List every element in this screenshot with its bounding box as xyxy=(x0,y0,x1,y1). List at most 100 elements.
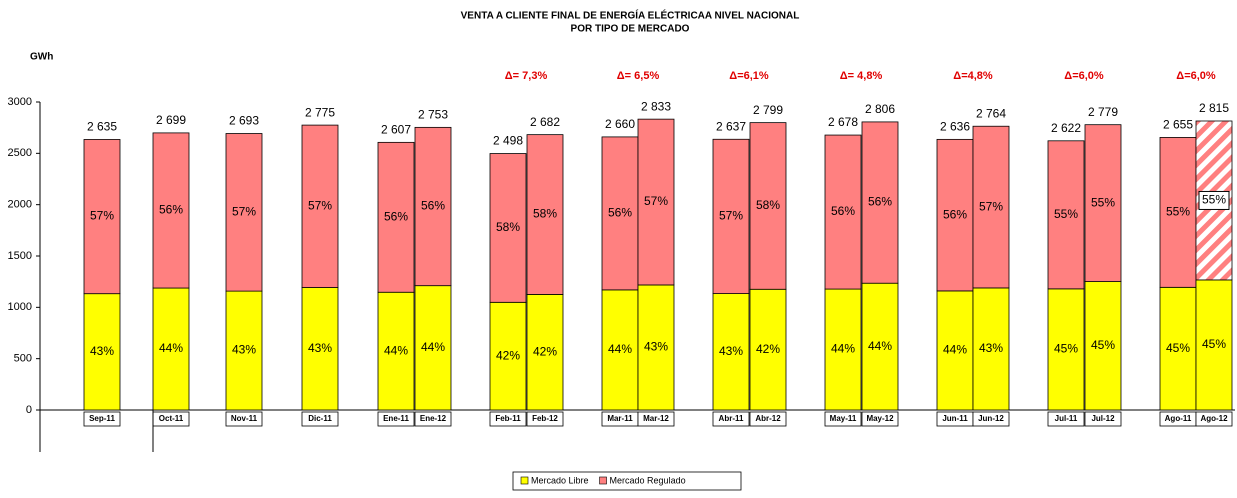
x-tick-label: Nov-11 xyxy=(231,414,258,423)
total-label: 2 682 xyxy=(530,115,560,129)
total-label: 2 607 xyxy=(381,123,411,137)
segment-label: 57% xyxy=(90,209,114,223)
x-tick-label: Jul-12 xyxy=(1091,414,1115,423)
total-label: 2 655 xyxy=(1163,118,1193,132)
category-box xyxy=(824,411,862,427)
bar-segment xyxy=(83,139,121,295)
x-tick-label: Oct-11 xyxy=(159,414,184,423)
bar-segment xyxy=(824,134,862,290)
bar-segment xyxy=(749,122,787,290)
bar-segment xyxy=(1159,137,1197,288)
segment-label: 58% xyxy=(756,198,780,212)
segment-label: 43% xyxy=(232,343,256,357)
bar-segment xyxy=(824,288,862,411)
total-label: 2 636 xyxy=(940,120,970,134)
category-box xyxy=(861,411,899,427)
segment-label: 43% xyxy=(719,344,743,358)
segment-label: 58% xyxy=(496,220,520,234)
y-tick-label: 1000 xyxy=(8,301,32,313)
bar-segment xyxy=(601,289,639,411)
bar-segment xyxy=(301,287,339,411)
total-label: 2 806 xyxy=(865,102,895,116)
y-tick-label: 500 xyxy=(14,353,32,365)
total-label: 2 660 xyxy=(605,117,635,131)
segment-label: 43% xyxy=(644,340,668,354)
bar-segment xyxy=(712,293,750,411)
total-label: 2 764 xyxy=(976,106,1006,120)
category-box xyxy=(377,411,415,427)
bar-segment xyxy=(1084,124,1122,282)
bar-segment xyxy=(83,293,121,411)
annotation: Δ= 6,5% xyxy=(617,70,660,82)
annotation: Δ= 4,8% xyxy=(840,70,883,82)
legend-label: Mercado Regulado xyxy=(610,475,686,485)
bar-segment xyxy=(152,132,190,289)
segment-label: 56% xyxy=(421,199,445,213)
total-label: 2 635 xyxy=(87,120,117,134)
segment-label: 57% xyxy=(232,204,256,218)
legend-label: Mercado Libre xyxy=(531,475,589,485)
segment-label: 44% xyxy=(421,340,445,354)
bar-segment xyxy=(749,288,787,411)
total-label: 2 753 xyxy=(418,108,448,122)
label-box xyxy=(1198,190,1230,210)
segment-label: 57% xyxy=(308,198,332,212)
bar-segment xyxy=(489,153,527,303)
segment-label: 55% xyxy=(1091,195,1115,209)
legend-swatch xyxy=(599,476,607,485)
legend-box xyxy=(512,471,742,491)
total-label: 2 815 xyxy=(1199,101,1229,115)
x-tick-label: May-12 xyxy=(866,414,894,423)
x-tick-label: Abr-12 xyxy=(755,414,781,423)
total-label: 2 622 xyxy=(1051,121,1081,135)
total-label: 2 775 xyxy=(305,105,335,119)
segment-label: 44% xyxy=(831,342,855,356)
y-tick-label: 3000 xyxy=(8,96,32,108)
y-tick-label: 1500 xyxy=(8,250,32,262)
annotation: Δ= 7,3% xyxy=(505,70,548,82)
x-tick-label: Ene-12 xyxy=(420,414,447,423)
bar-segment xyxy=(414,126,452,287)
segment-label: 56% xyxy=(384,209,408,223)
y-tick-label: 2500 xyxy=(8,147,32,159)
bar-segment xyxy=(377,291,415,411)
x-tick-label: Ago-11 xyxy=(1165,414,1192,423)
segment-label: 45% xyxy=(1091,338,1115,352)
segment-label: 42% xyxy=(496,348,520,362)
category-box xyxy=(1195,411,1233,427)
segment-label: 56% xyxy=(943,207,967,221)
segment-label: 44% xyxy=(943,343,967,357)
bar-segment xyxy=(1195,279,1233,411)
category-box xyxy=(1084,411,1122,427)
bar-segment xyxy=(489,301,527,411)
bar-segment xyxy=(712,138,750,294)
category-box xyxy=(489,411,527,427)
segment-label: 55% xyxy=(1202,193,1226,207)
total-label: 2 699 xyxy=(156,113,186,127)
chart-title: POR TIPO DE MERCADO xyxy=(571,24,690,35)
total-label: 2 637 xyxy=(716,119,746,133)
bar-segment xyxy=(301,124,339,288)
category-box xyxy=(414,411,452,427)
segment-label: 43% xyxy=(979,341,1003,355)
x-tick-label: Feb-12 xyxy=(532,414,558,423)
annotation: Δ=6,0% xyxy=(1064,70,1104,82)
y-axis-label: GWh xyxy=(30,52,53,63)
segment-label: 44% xyxy=(608,342,632,356)
annotation: Δ=6,1% xyxy=(729,70,769,82)
total-label: 2 799 xyxy=(753,103,783,117)
bar-segment xyxy=(225,133,263,292)
chart-title: VENTA A CLIENTE FINAL DE ENERGÍA ELÉCTRI… xyxy=(461,9,800,22)
total-label: 2 833 xyxy=(641,99,671,113)
segment-label: 56% xyxy=(868,195,892,209)
x-tick-label: May-11 xyxy=(830,414,857,423)
segment-label: 44% xyxy=(868,339,892,353)
bar-segment xyxy=(1084,281,1122,411)
segment-label: 44% xyxy=(384,343,408,357)
x-tick-label: Jul-11 xyxy=(1055,414,1078,423)
segment-label: 42% xyxy=(533,344,557,358)
x-tick-label: Ago-12 xyxy=(1200,414,1228,423)
segment-label: 42% xyxy=(756,342,780,356)
x-tick-label: Mar-11 xyxy=(607,414,633,423)
